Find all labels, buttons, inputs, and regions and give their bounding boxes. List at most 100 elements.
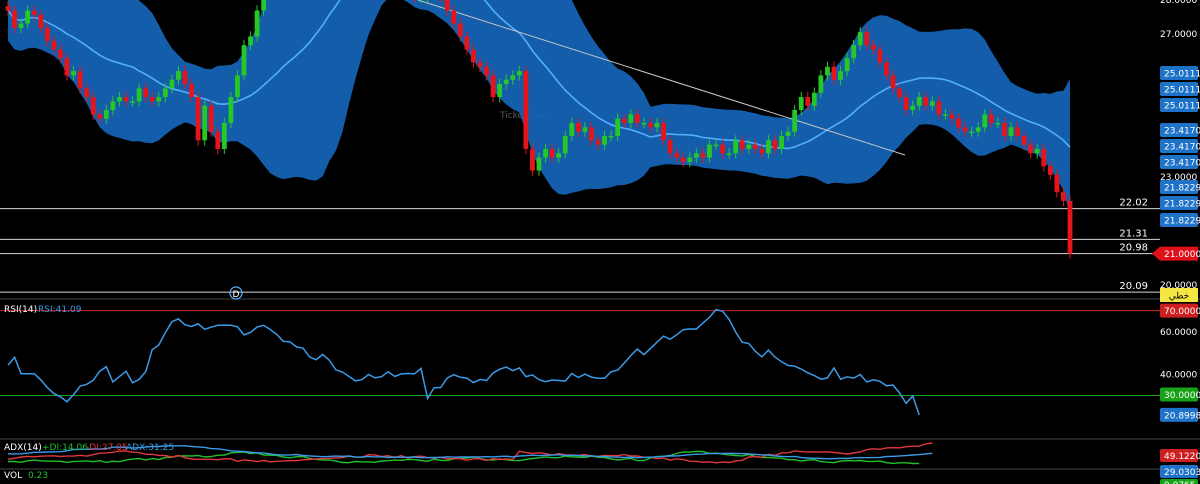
side-badge-text: 23.4170 bbox=[1164, 159, 1200, 169]
candle-body bbox=[444, 0, 450, 11]
candle-body bbox=[457, 23, 463, 37]
candle-body bbox=[176, 71, 181, 80]
candle-body bbox=[130, 101, 135, 103]
side-badge-text: 25.0111 bbox=[1164, 102, 1200, 112]
candle-body bbox=[51, 40, 57, 50]
candle-body bbox=[608, 135, 614, 138]
candle-body bbox=[923, 97, 929, 106]
candle-body bbox=[58, 49, 63, 59]
candle-body bbox=[530, 148, 535, 171]
bollinger-band bbox=[8, 0, 1070, 216]
candle-body bbox=[497, 84, 503, 98]
candle-body bbox=[615, 118, 621, 136]
adx-badge bbox=[1160, 479, 1198, 484]
side-badge bbox=[1160, 123, 1198, 137]
candle-body bbox=[825, 66, 830, 76]
candle-body bbox=[654, 123, 660, 128]
adx-series-line bbox=[8, 445, 933, 460]
candle-body bbox=[228, 97, 234, 123]
candle-body bbox=[182, 71, 188, 85]
candle-body bbox=[982, 114, 988, 128]
candle-body bbox=[661, 123, 666, 141]
adx-title: ADX(14) bbox=[4, 443, 42, 453]
candle-body bbox=[943, 114, 948, 116]
candle-body bbox=[857, 32, 863, 46]
candle-body bbox=[949, 114, 955, 119]
candle-body bbox=[680, 157, 686, 162]
level-label-0: 22.02 bbox=[1119, 198, 1148, 209]
candle-body bbox=[71, 71, 76, 76]
candle-body bbox=[1034, 148, 1040, 154]
candle-body bbox=[582, 127, 588, 132]
rsi-badge bbox=[1160, 407, 1198, 422]
candle-body bbox=[667, 140, 673, 154]
candle-body bbox=[136, 88, 142, 102]
candle-body bbox=[1008, 127, 1014, 136]
candle-body bbox=[890, 75, 896, 89]
event-marker-icon bbox=[229, 286, 243, 300]
adx-plus-di-legend: +DI:14.06 bbox=[42, 443, 88, 453]
side-badge-text: 21.8229 bbox=[1164, 217, 1200, 227]
price-axis-tick-3: 20.0000 bbox=[1160, 281, 1197, 291]
candle-body bbox=[195, 97, 201, 141]
adx-badge bbox=[1160, 465, 1198, 478]
candle-body bbox=[641, 123, 647, 125]
candle-body bbox=[149, 97, 155, 102]
side-badge-text: 25.0111 bbox=[1164, 70, 1200, 80]
candle-body bbox=[1047, 166, 1053, 175]
candle-body bbox=[766, 140, 771, 154]
candle-body bbox=[726, 153, 732, 155]
rsi-badge-text: 30.0000 bbox=[1164, 391, 1200, 401]
candle-body bbox=[490, 75, 496, 98]
candle-body bbox=[693, 153, 699, 158]
candle-body bbox=[621, 118, 627, 123]
side-badge bbox=[1160, 82, 1198, 96]
rsi-badge-text: 20.8998 bbox=[1164, 411, 1200, 421]
candle-body bbox=[523, 71, 529, 149]
candle-body bbox=[851, 45, 857, 59]
adx-value-legend: ADX:31.25 bbox=[126, 443, 175, 453]
candle-body bbox=[556, 153, 562, 158]
candle-body bbox=[785, 131, 791, 136]
candle-body bbox=[25, 10, 31, 24]
candle-body bbox=[97, 114, 103, 119]
side-badge bbox=[1160, 139, 1198, 153]
rsi-line bbox=[7, 308, 920, 416]
adx-badge-text: 29.0303 bbox=[1164, 468, 1200, 478]
side-badge bbox=[1160, 66, 1198, 80]
trend-line bbox=[417, 0, 906, 156]
candle-body bbox=[189, 84, 194, 98]
candle-body bbox=[864, 32, 870, 46]
candle-body bbox=[936, 101, 942, 115]
adx-series-line bbox=[7, 442, 933, 464]
candle-body bbox=[261, 0, 267, 11]
candle-body bbox=[1054, 174, 1060, 193]
candle-body bbox=[884, 62, 889, 76]
candle-body bbox=[536, 157, 542, 171]
side-badge bbox=[1160, 213, 1198, 227]
candle-body bbox=[18, 23, 24, 28]
candle-body bbox=[746, 144, 752, 149]
candle-body bbox=[1067, 200, 1073, 254]
rsi-badge-text: 70.0000 bbox=[1164, 307, 1200, 317]
candle-body bbox=[1021, 135, 1027, 145]
side-badge-text: 23.4170 bbox=[1164, 143, 1200, 153]
candle-body bbox=[634, 114, 640, 123]
rsi-badge bbox=[1160, 387, 1198, 402]
candle-body bbox=[870, 45, 876, 50]
candle-body bbox=[510, 75, 516, 80]
adx-badge-text: 9.0765 bbox=[1164, 481, 1196, 484]
candle-body bbox=[772, 140, 778, 149]
adx-minus-di-legend: -DI:27.05 bbox=[86, 443, 128, 453]
adx-series-line bbox=[8, 450, 920, 465]
candle-body bbox=[484, 66, 489, 76]
candle-body bbox=[202, 105, 208, 141]
candle-body bbox=[31, 10, 37, 15]
candle-body bbox=[503, 79, 509, 85]
candle-body bbox=[903, 97, 909, 111]
candle-body bbox=[248, 36, 253, 46]
candle-body bbox=[471, 49, 476, 63]
candle-body bbox=[720, 144, 725, 154]
candle-body bbox=[110, 101, 116, 111]
